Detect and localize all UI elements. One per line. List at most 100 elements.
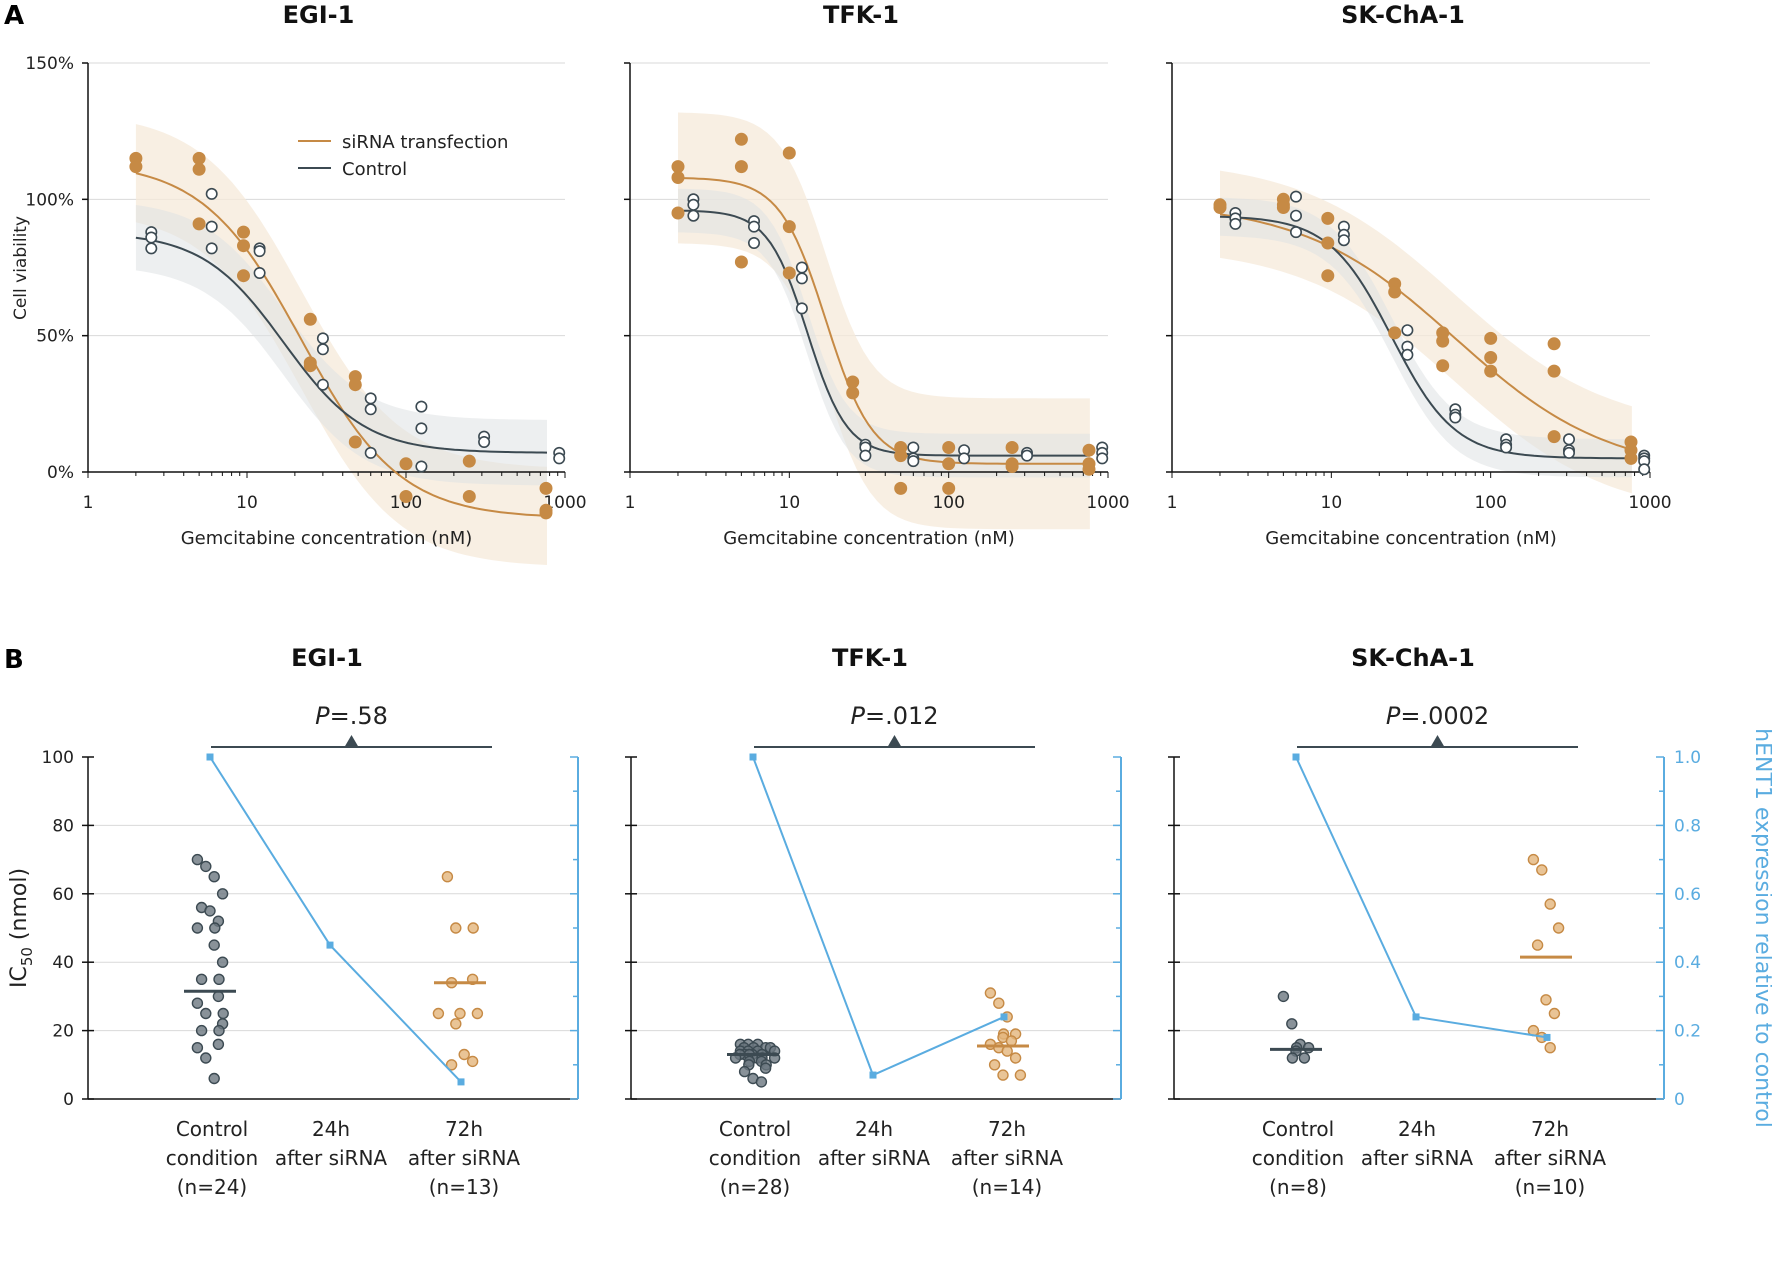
control-point (316, 378, 329, 391)
sirna-point (894, 449, 908, 463)
control-ic50-point (200, 1052, 212, 1064)
sirna72-ic50-point (441, 871, 454, 883)
sirna-point (846, 386, 860, 400)
sirna-point (1005, 441, 1019, 454)
sirna-point (303, 312, 317, 326)
control-point (1290, 190, 1303, 203)
control-fit-line (135, 236, 548, 454)
sirna72-ic50-point (458, 1048, 470, 1061)
sirna-point (1547, 337, 1561, 351)
sirna-point (462, 454, 476, 468)
control-point (1449, 411, 1462, 424)
control-ic50-point (212, 1038, 225, 1051)
category-control-n: (n=28) (720, 1175, 791, 1199)
control-point (478, 435, 491, 448)
sirna72-ic50-point (432, 1007, 445, 1020)
control-point (1638, 463, 1651, 476)
viability-chart-3: 1 10 100 1000 SK-ChA-1 Gemcitabine concentrat… (1166, 1, 1672, 549)
sirna-point (782, 266, 796, 280)
sirna72-ic50-point (471, 1007, 484, 1020)
y-tick-label: 50% (36, 327, 74, 347)
control-ic50-point (209, 922, 221, 934)
sirna-point (1276, 201, 1290, 214)
category-control-line2: condition (709, 1146, 801, 1170)
right-y-axis-label: hENT1 expression relative to control (1750, 728, 1772, 1128)
control-point (795, 302, 808, 315)
sirna-point (1624, 451, 1638, 465)
sirna72-ic50-point (1548, 1007, 1561, 1020)
control-point (364, 392, 377, 405)
control-fit-line (1219, 215, 1632, 460)
category-control-n: (n=24) (177, 1175, 248, 1199)
control-ic50-point (191, 997, 204, 1009)
sirna-point (942, 441, 956, 454)
category-72h-line1: 72h (1531, 1117, 1569, 1141)
right-y-tick-label: 1.0 (1674, 748, 1701, 768)
ic50-chart-3: 1.0 0.8 0.6 0.4 0.2 0 hENT1 expression relativ… (1168, 644, 1772, 1199)
control-ic50-point (200, 1007, 212, 1020)
control-point (253, 266, 266, 279)
category-control-line2: condition (166, 1146, 258, 1170)
p-value: P=.58 (315, 702, 388, 730)
sirna-point (1321, 211, 1335, 225)
bracket-arrow (887, 735, 902, 747)
category-control-n: (n=8) (1269, 1175, 1327, 1199)
sirna72-ic50-point (450, 1018, 462, 1030)
control-point (205, 187, 218, 200)
x-tick-label: 10 (779, 493, 801, 513)
chart-title: EGI-1 (283, 1, 355, 29)
sirna72-ic50-point (997, 1069, 1009, 1081)
category-24h-line2: after siRNA (818, 1146, 931, 1170)
sirna-point (942, 457, 956, 471)
hent1-point (749, 753, 757, 761)
hent1-point (869, 1071, 877, 1079)
hent1-line (1295, 756, 1548, 1039)
sirna-point (1388, 285, 1402, 299)
x-axis-label: Gemcitabine concentration (nM) (181, 528, 473, 549)
control-point (364, 446, 377, 459)
confidence-band (135, 124, 547, 565)
category-24h-line1: 24h (1398, 1117, 1436, 1141)
sirna72-ic50-point (1540, 994, 1552, 1006)
control-point (253, 245, 266, 258)
hent1-line (752, 756, 1005, 1077)
right-y-tick-label: 0.6 (1674, 885, 1701, 905)
sirna-point (192, 162, 206, 176)
x-tick-label: 100 (932, 493, 964, 513)
category-control-line2: condition (1252, 1146, 1344, 1170)
control-point (1401, 348, 1414, 361)
y-axis-label: IC50 (nmol) (7, 868, 36, 988)
panel-b-charts: 100 80 60 40 20 0 EGI-1 P=.58 Control condition (n… (7, 644, 1772, 1199)
category-24h-line2: after siRNA (275, 1146, 388, 1170)
category-72h-line2: after siRNA (1494, 1146, 1607, 1170)
control-point (553, 452, 566, 465)
sirna72-ic50-point (1544, 1041, 1556, 1054)
control-ic50-point (195, 973, 208, 985)
hent1-point (1543, 1033, 1551, 1041)
y-axis-label: Cell viability (11, 216, 31, 320)
sirna-point (348, 378, 362, 392)
control-point (687, 209, 700, 222)
control-point (958, 452, 971, 465)
x-axis-label: Gemcitabine concentration (nM) (1265, 528, 1557, 549)
control-point (1229, 217, 1242, 230)
control-point (364, 403, 377, 416)
confidence-band (678, 188, 1090, 478)
confidence-band (678, 112, 1090, 530)
control-point (1563, 446, 1576, 459)
category-72h-n: (n=10) (1515, 1175, 1586, 1199)
sirna72-ic50-point (454, 1007, 466, 1020)
category-72h-line1: 72h (988, 1117, 1026, 1141)
sirna72-ic50-point (1001, 1045, 1013, 1057)
hent1-point (457, 1078, 465, 1086)
control-ic50-point (738, 1065, 751, 1078)
ic50-chart-2: TFK-1 P=.012 Control condition (n=28) 24h afte… (625, 644, 1122, 1199)
control-point (205, 242, 218, 255)
sirna-point (734, 160, 748, 174)
sirna72-ic50-point (467, 922, 479, 934)
sirna-point (192, 217, 206, 231)
sirna72-ic50-point (1536, 864, 1548, 876)
sirna-point (237, 225, 250, 239)
sirna-point (399, 457, 413, 471)
